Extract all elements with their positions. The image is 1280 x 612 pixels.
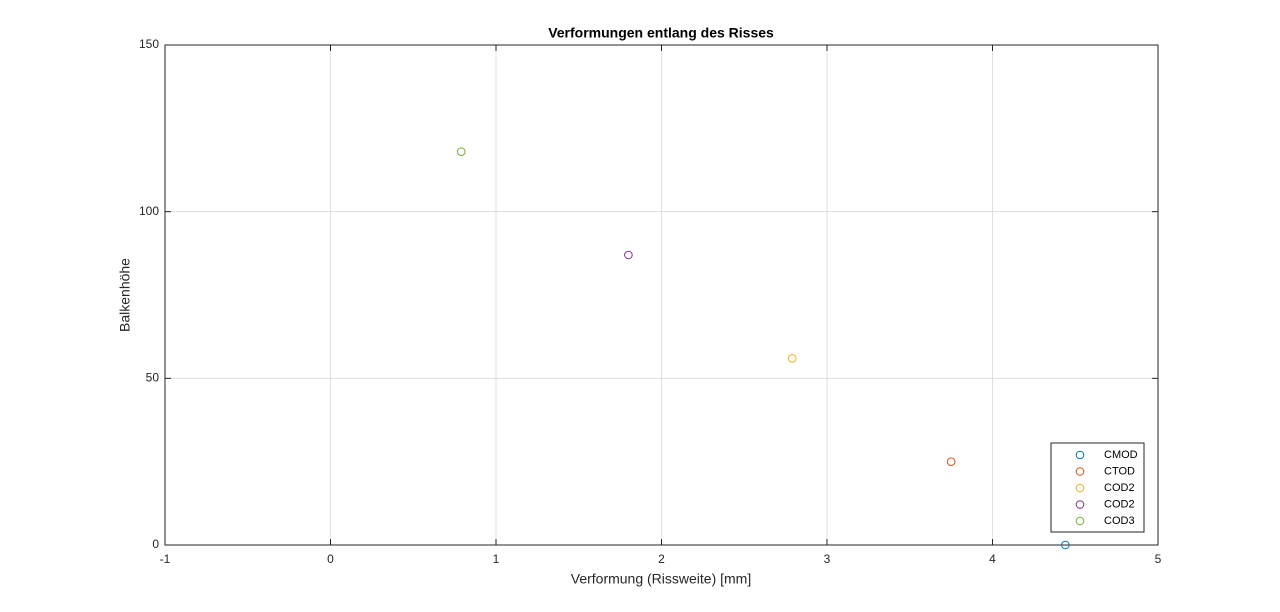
point <box>624 250 633 260</box>
x-tick-label: 2 <box>658 552 665 566</box>
plot-frame <box>164 44 1159 546</box>
x-tick-label: 4 <box>989 552 996 566</box>
legend-label: COD2 <box>1104 498 1135 510</box>
legend-label: CMOD <box>1104 449 1138 461</box>
legend-marker <box>1075 450 1085 460</box>
y-axis-label: Balkenhöhe <box>117 258 133 332</box>
x-tick-label: 5 <box>1155 552 1162 566</box>
legend-label: CTOD <box>1104 465 1135 477</box>
legend-marker <box>1075 500 1085 509</box>
y-tick-label: 100 <box>139 204 159 218</box>
point <box>946 457 956 466</box>
y-tick-label: 150 <box>139 37 159 51</box>
point <box>1061 540 1070 550</box>
chart-title: Verformungen entlang des Risses <box>548 25 774 41</box>
x-axis-label: Verformung (Rissweite) [mm] <box>571 571 751 587</box>
point <box>456 147 466 156</box>
legend-label: COD2 <box>1104 482 1135 494</box>
legend-marker <box>1075 516 1085 526</box>
legend-box <box>1050 442 1145 533</box>
legend-label: COD3 <box>1104 515 1135 527</box>
x-tick-label: -1 <box>160 552 171 566</box>
y-tick-label: 50 <box>146 371 160 385</box>
x-tick-label: 1 <box>493 552 500 566</box>
point <box>787 354 797 363</box>
x-tick-label: 3 <box>824 552 831 566</box>
legend-marker <box>1075 483 1085 493</box>
y-tick-label: 0 <box>152 537 159 551</box>
x-tick-label: 0 <box>327 552 334 566</box>
legend-marker <box>1075 467 1085 476</box>
